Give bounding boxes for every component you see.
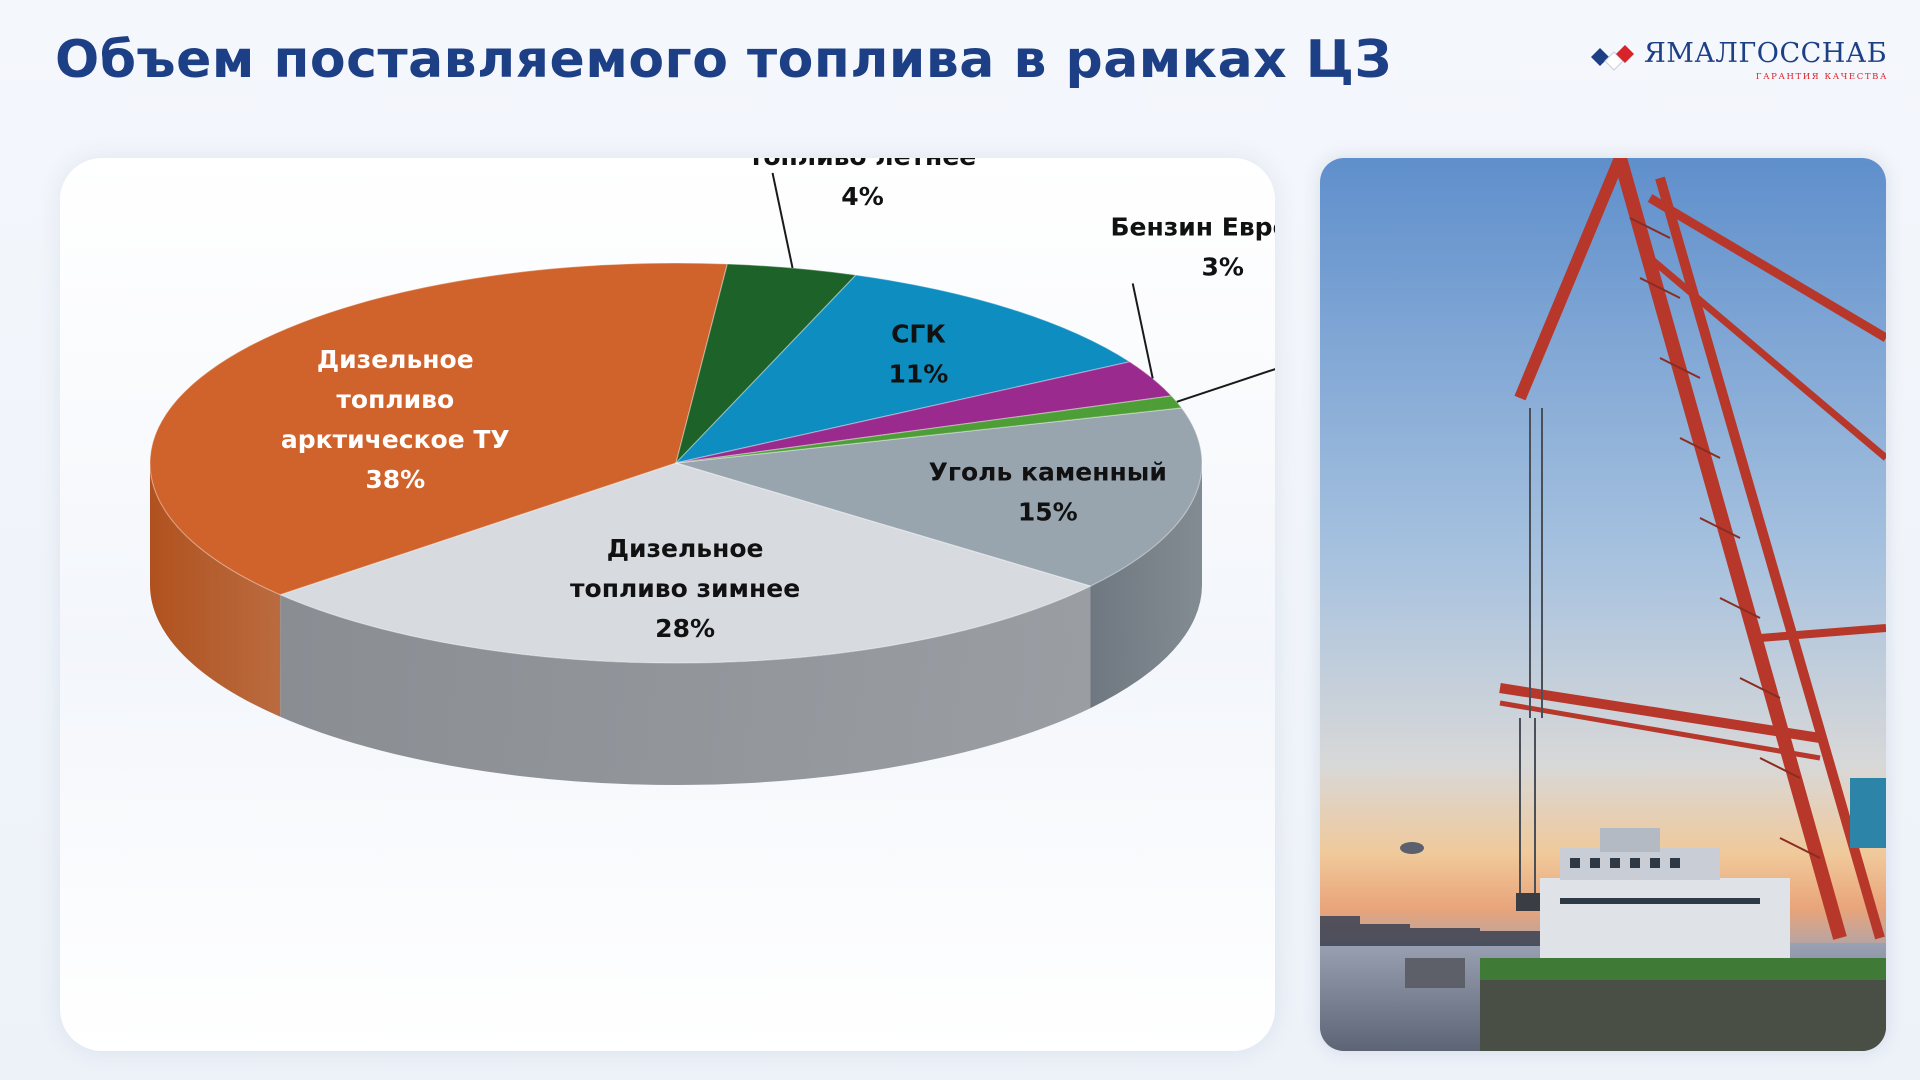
company-logo: ЯМАЛГОССНАБ ГАРАНТИЯ КАЧЕСТВА [1588,36,1888,86]
pie-percent-text: 3% [1201,252,1243,281]
ship [1540,828,1790,958]
pie-slice-1 [278,462,1093,664]
pie-percent-text: 28% [655,614,715,643]
pie-label-line: Уголь каменный [929,457,1167,486]
slide-title: Объем поставляемого топлива в рамках ЦЗ [55,30,1392,90]
pie-slice-2 [149,262,729,596]
pie-label-line: топливо [336,385,454,414]
pie-label-line: Бензин Евро-92 [1110,212,1275,241]
pie-side-1 [280,586,1091,785]
port-crane-photo [1320,158,1886,1051]
leader-line-5 [1131,283,1154,379]
pie-chart: Уголь каменный 15% Дизельное топливо зимнее… [149,158,1275,785]
pie-slice-6 [675,395,1183,464]
pie-leader-lines [771,172,1275,403]
pie-percent-text: 38% [365,465,425,494]
pie-side-walls [149,463,1202,785]
pie-slice-3 [674,263,858,466]
leader-line-3 [771,172,794,269]
pie-percent-text: 15% [1018,497,1078,526]
pie-label-2: Дизельное топливо арктическое ТУ 38% [281,345,510,494]
logo-brand-text: ЯМАЛГОССНАБ [1644,38,1888,69]
pie-label-line: арктическое ТУ [281,425,510,454]
port-crane-at-sunset-icon [1320,158,1886,1051]
pie-label-0: Уголь каменный 15% [929,457,1167,526]
pie-label-line: топливо летнее [749,158,976,171]
logo-tagline: ГАРАНТИЯ КАЧЕСТВА [1755,72,1888,82]
pie-side-2 [149,463,281,717]
pie-side-0 [1090,463,1202,709]
pie-label-line: Дизельное [607,534,764,563]
pie-label-1: Дизельное топливо зимнее 28% [570,534,800,643]
pie-slice-0 [675,407,1203,587]
pie-label-5: Бензин Евро-92 3% [1110,212,1275,281]
pie-chart-panel: Уголь каменный 15% Дизельное топливо зимнее… [60,158,1275,1051]
logo-diamond-icon [1591,45,1634,71]
pie-label-4: СГК 11% [889,319,949,388]
pie-label-line: Дизельное [317,345,474,374]
pie-percent-text: 4% [841,182,883,211]
pie-label-line: СГК [891,319,946,348]
pie-percent-text: 11% [889,359,949,388]
leader-line-6 [1176,368,1275,403]
pie-slices [149,262,1203,664]
pie-slice-4 [674,274,1132,465]
pie-label-line: топливо зимнее [570,574,800,603]
crane-tower [1499,158,1886,940]
pie-labels: Уголь каменный 15% Дизельное топливо зимнее… [281,158,1275,643]
